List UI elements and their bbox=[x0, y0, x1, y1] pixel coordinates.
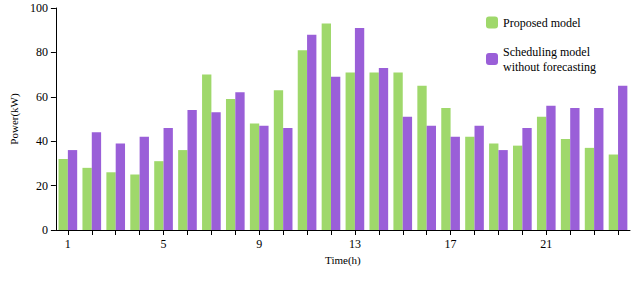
svg-text:Scheduling model: Scheduling model bbox=[503, 45, 593, 59]
svg-text:Proposed model: Proposed model bbox=[503, 16, 581, 30]
svg-text:40: 40 bbox=[36, 134, 48, 148]
svg-text:60: 60 bbox=[36, 90, 48, 104]
svg-text:Power(kW): Power(kW) bbox=[8, 93, 21, 145]
svg-text:17: 17 bbox=[445, 237, 457, 251]
svg-text:13: 13 bbox=[349, 237, 361, 251]
svg-text:80: 80 bbox=[36, 45, 48, 59]
svg-text:1: 1 bbox=[65, 237, 71, 251]
svg-text:Time(h): Time(h) bbox=[325, 254, 361, 267]
svg-text:100: 100 bbox=[30, 1, 48, 15]
svg-text:20: 20 bbox=[36, 179, 48, 193]
svg-text:5: 5 bbox=[161, 237, 167, 251]
svg-text:without forecasting: without forecasting bbox=[503, 60, 596, 74]
svg-text:0: 0 bbox=[42, 223, 48, 237]
svg-text:21: 21 bbox=[540, 237, 552, 251]
svg-text:9: 9 bbox=[256, 237, 262, 251]
